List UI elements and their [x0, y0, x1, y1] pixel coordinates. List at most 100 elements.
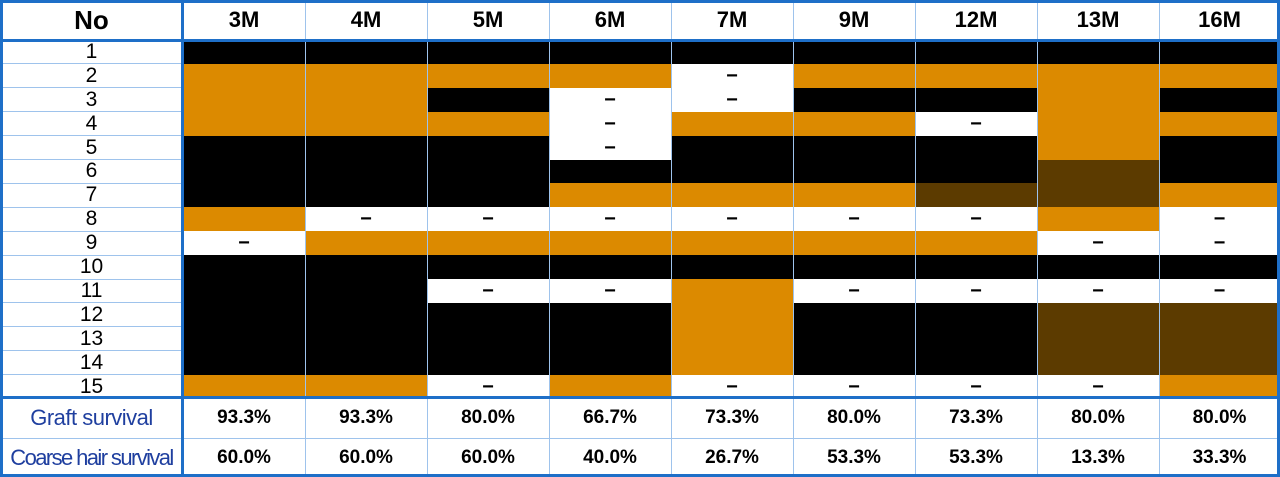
data-cell-white-dash: [427, 374, 549, 399]
data-cell-black: [915, 255, 1037, 280]
column-header: 4M: [350, 7, 382, 32]
row-divider: [0, 135, 183, 137]
data-cell-black: [183, 135, 305, 160]
row-number: 11: [80, 278, 103, 302]
data-cell-black: [1159, 87, 1280, 113]
header-bottom: [0, 39, 1280, 42]
dash-mark: −: [1092, 279, 1104, 302]
data-cell-black: [549, 255, 671, 280]
data-cell-black: [305, 255, 427, 280]
data-cell-black: [427, 183, 549, 208]
data-cell-black: [1037, 255, 1159, 280]
data-cell-black: [427, 87, 549, 113]
data-cell-black: [793, 302, 915, 328]
data-cell-orange: [671, 231, 793, 256]
column-divider: [548, 40, 550, 397]
column-header: 5M: [472, 7, 504, 32]
summary-top: [0, 396, 1280, 399]
row-number: 12: [79, 302, 104, 326]
dash-mark: −: [848, 279, 860, 302]
data-cell-black: [1159, 255, 1280, 280]
column-header: 9M: [838, 7, 870, 32]
dash-mark: −: [482, 279, 494, 302]
summary-divider: [1036, 397, 1038, 477]
dash-mark: −: [1092, 232, 1104, 255]
summary-value: 53.3%: [827, 446, 881, 468]
dash-mark: −: [970, 375, 982, 398]
column-divider: [304, 40, 306, 397]
column-divider: [792, 40, 794, 397]
dash-mark: −: [482, 375, 494, 398]
summary-divider: [1158, 397, 1160, 477]
data-cell-black: [671, 255, 793, 280]
data-cell-black: [305, 183, 427, 208]
data-cell-black: [915, 87, 1037, 113]
summary-value: 73.3%: [705, 406, 759, 428]
summary-value: 93.3%: [339, 406, 393, 428]
data-cell-orange: [549, 183, 671, 208]
data-cell-black: [549, 159, 671, 184]
data-cell-white-dash: [549, 279, 671, 304]
data-cell-orange: [1037, 135, 1159, 160]
data-cell-black: [1159, 135, 1280, 160]
data-cell-orange: [305, 63, 427, 89]
summary-value: 80.0%: [827, 406, 881, 428]
column-divider: [670, 40, 672, 397]
data-cell-white-dash: [427, 279, 549, 304]
data-cell-black: [793, 326, 915, 352]
data-cell-black: [305, 40, 427, 65]
data-cell-white-dash: [671, 374, 793, 399]
data-cell-white-dash: [1037, 279, 1159, 304]
summary-value: 13.3%: [1071, 446, 1125, 468]
dash-mark: −: [360, 208, 372, 231]
data-cell-orange: [671, 183, 793, 208]
data-cell-black: [915, 135, 1037, 160]
summary-value: 66.7%: [583, 406, 637, 428]
data-cell-white-dash: [1159, 279, 1280, 304]
data-cell-orange: [793, 183, 915, 208]
column-divider: [1036, 40, 1038, 397]
data-cell-brown: [1037, 326, 1159, 352]
dash-mark: −: [970, 112, 982, 135]
row-number: 6: [85, 159, 98, 183]
summary-row-divider: [0, 437, 1280, 439]
summary-value: 40.0%: [583, 446, 637, 468]
row-divider: [0, 87, 183, 89]
dash-mark: −: [604, 112, 616, 135]
dash-mark: −: [1213, 279, 1226, 302]
dash-mark: −: [604, 88, 616, 111]
data-cell-white-dash: [549, 111, 671, 137]
summary-label: Graft survival: [30, 404, 153, 430]
data-cell-orange: [793, 231, 915, 256]
data-cell-black: [915, 302, 1037, 328]
data-cell-white-dash: [1159, 207, 1280, 232]
dash-mark: −: [238, 232, 250, 255]
row-divider: [0, 111, 183, 113]
data-cell-orange: [671, 111, 793, 137]
data-cell-brown: [1159, 350, 1280, 376]
data-cell-brown: [1159, 302, 1280, 328]
data-cell-orange: [793, 111, 915, 137]
data-cell-orange: [183, 374, 305, 399]
dash-mark: −: [726, 208, 738, 231]
data-cell-orange: [1037, 87, 1159, 113]
summary-value: 80.0%: [461, 406, 515, 428]
data-cell-black: [183, 183, 305, 208]
data-cell-orange: [915, 231, 1037, 256]
data-cell-black: [915, 159, 1037, 184]
data-cell-orange: [1159, 111, 1280, 137]
row-number: 3: [85, 87, 98, 111]
summary-divider: [914, 397, 916, 477]
data-cell-orange: [183, 87, 305, 113]
column-header: 16M: [1198, 7, 1241, 32]
row-divider: [0, 159, 183, 160]
data-cell-orange: [183, 111, 305, 137]
data-cell-black: [305, 135, 427, 160]
column-divider: [914, 40, 916, 397]
data-cell-black: [793, 350, 915, 376]
data-cell-black: [305, 279, 427, 304]
summary-divider: [548, 397, 550, 477]
data-cell-black: [549, 302, 671, 328]
data-cell-black: [183, 279, 305, 304]
data-cell-brown: [915, 183, 1037, 208]
